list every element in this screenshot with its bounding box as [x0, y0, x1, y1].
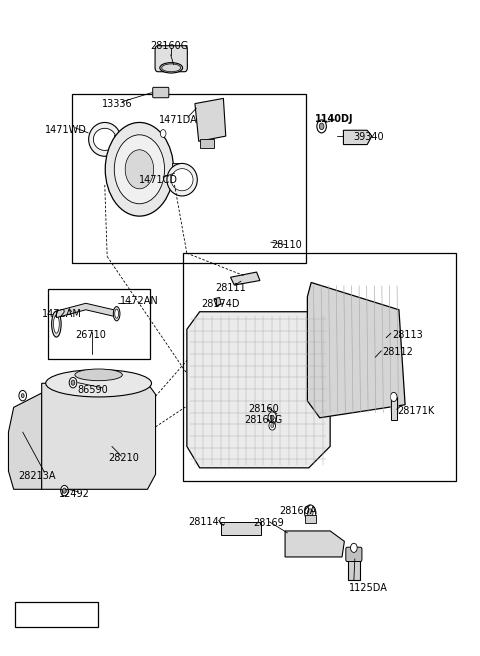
- Text: 86590: 86590: [78, 385, 108, 395]
- Ellipse shape: [94, 129, 116, 150]
- Text: 13336: 13336: [101, 98, 132, 109]
- Circle shape: [350, 543, 357, 552]
- Circle shape: [160, 130, 166, 137]
- Ellipse shape: [89, 123, 121, 156]
- Polygon shape: [343, 131, 372, 144]
- Text: 28112: 28112: [383, 347, 413, 357]
- FancyBboxPatch shape: [153, 87, 169, 98]
- Text: 26710: 26710: [75, 329, 106, 340]
- Circle shape: [114, 135, 165, 204]
- Text: FR.: FR.: [30, 611, 51, 621]
- Bar: [304, 516, 316, 523]
- Text: 28114C: 28114C: [188, 517, 225, 527]
- Bar: [172, 163, 180, 176]
- Bar: [114, 136, 121, 143]
- Bar: [72, 94, 306, 263]
- Polygon shape: [42, 383, 156, 489]
- Circle shape: [268, 412, 276, 424]
- Ellipse shape: [167, 163, 197, 196]
- Bar: [200, 138, 214, 148]
- Text: 1471CD: 1471CD: [139, 174, 179, 185]
- Text: 28210: 28210: [108, 453, 139, 463]
- Ellipse shape: [75, 369, 122, 380]
- Text: 28171K: 28171K: [397, 405, 435, 416]
- Text: 12492: 12492: [59, 489, 90, 499]
- Polygon shape: [230, 272, 260, 285]
- Text: 28174D: 28174D: [201, 299, 240, 309]
- Circle shape: [19, 390, 26, 401]
- Circle shape: [304, 505, 316, 520]
- Bar: [183, 253, 456, 481]
- Ellipse shape: [115, 309, 119, 318]
- Circle shape: [71, 380, 75, 385]
- Circle shape: [21, 394, 24, 398]
- Text: 1471DA: 1471DA: [159, 115, 198, 125]
- Ellipse shape: [171, 169, 193, 191]
- Text: 28110: 28110: [271, 239, 301, 250]
- FancyBboxPatch shape: [155, 46, 187, 72]
- Text: 1140DJ: 1140DJ: [315, 113, 353, 123]
- Bar: [391, 397, 396, 420]
- Polygon shape: [195, 98, 226, 141]
- Ellipse shape: [46, 369, 152, 397]
- Ellipse shape: [160, 62, 182, 73]
- Ellipse shape: [52, 311, 61, 337]
- Text: 1471WD: 1471WD: [45, 125, 86, 135]
- Circle shape: [390, 392, 397, 401]
- Polygon shape: [187, 312, 330, 468]
- Text: 28160G: 28160G: [150, 41, 188, 51]
- Ellipse shape: [162, 64, 180, 72]
- Polygon shape: [307, 283, 405, 418]
- Polygon shape: [285, 531, 344, 557]
- Circle shape: [270, 415, 274, 420]
- Text: 28113: 28113: [392, 329, 422, 340]
- Circle shape: [269, 421, 276, 430]
- Ellipse shape: [113, 306, 120, 321]
- Circle shape: [271, 424, 274, 428]
- Text: 28160: 28160: [249, 403, 279, 414]
- Bar: [348, 560, 360, 581]
- Circle shape: [125, 150, 154, 189]
- Text: 28160A: 28160A: [279, 506, 316, 516]
- Bar: [221, 522, 261, 535]
- Circle shape: [319, 123, 324, 130]
- Text: 39340: 39340: [353, 133, 384, 142]
- Circle shape: [317, 120, 326, 133]
- Text: 1125DA: 1125DA: [349, 583, 388, 593]
- Text: 28169: 28169: [253, 518, 284, 528]
- Text: 1472AM: 1472AM: [42, 309, 82, 319]
- Circle shape: [307, 509, 313, 517]
- Text: 28111: 28111: [216, 283, 246, 293]
- FancyBboxPatch shape: [346, 547, 362, 562]
- Ellipse shape: [54, 315, 59, 333]
- Polygon shape: [214, 297, 221, 306]
- Polygon shape: [56, 303, 117, 318]
- Circle shape: [62, 488, 66, 493]
- Bar: [14, 602, 97, 627]
- Text: 1472AN: 1472AN: [120, 296, 159, 306]
- Circle shape: [60, 485, 68, 496]
- Text: 28161G: 28161G: [245, 415, 283, 425]
- Bar: [48, 289, 150, 359]
- Polygon shape: [9, 393, 42, 489]
- Circle shape: [69, 377, 77, 388]
- Circle shape: [105, 123, 174, 216]
- Text: 28213A: 28213A: [18, 470, 56, 481]
